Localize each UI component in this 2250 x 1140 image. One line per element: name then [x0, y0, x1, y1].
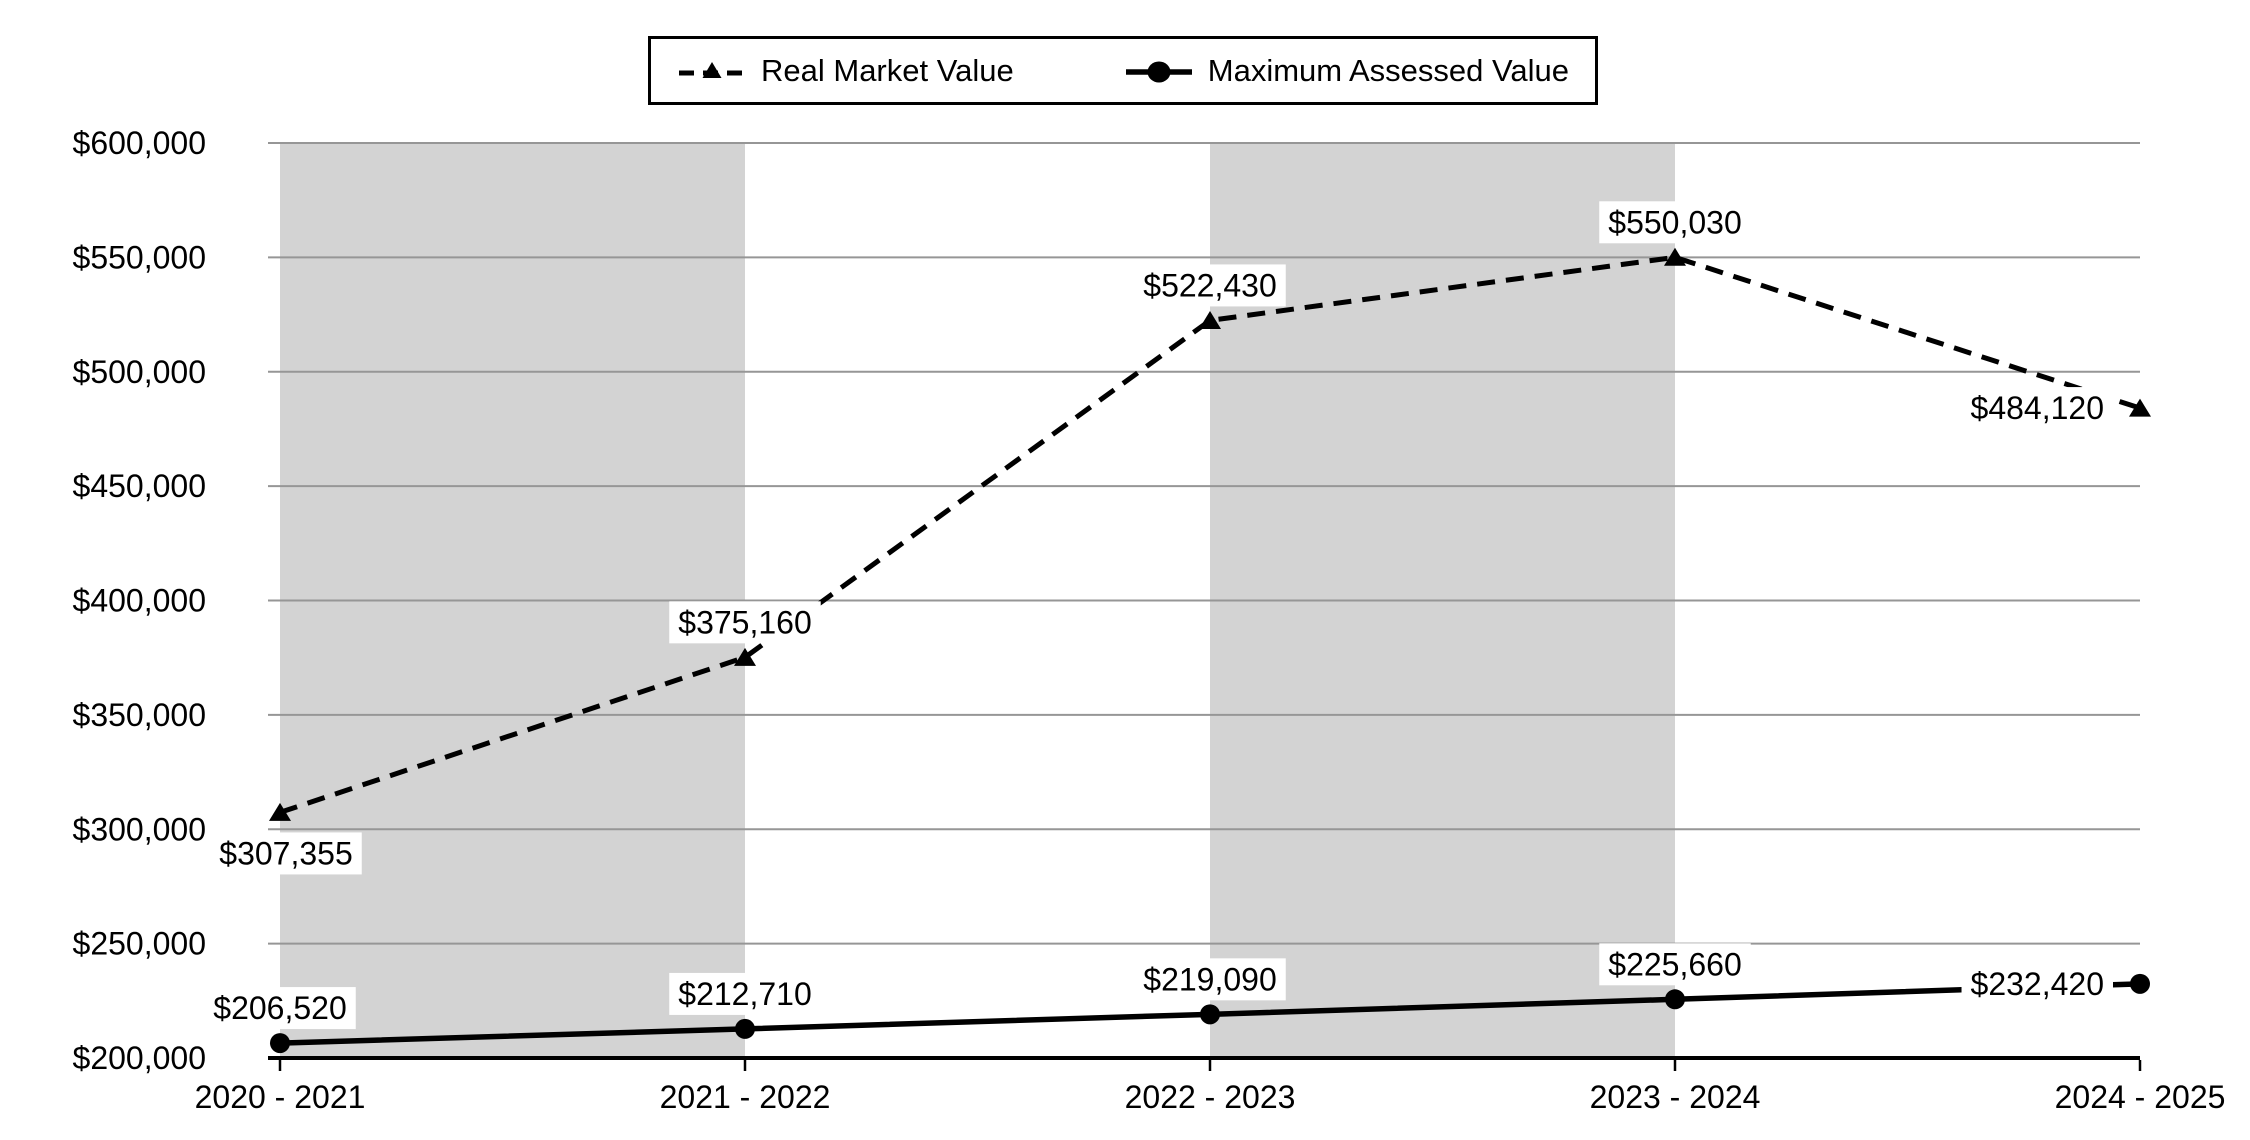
x-tick-label: 2020 - 2021 — [195, 1079, 366, 1115]
data-label: $232,420 — [1971, 966, 2104, 1002]
triangle-marker — [269, 802, 291, 821]
circle-marker — [735, 1018, 755, 1039]
legend-label-maximum-assessed-value: Maximum Assessed Value — [1207, 52, 1569, 88]
data-label-group: $522,430 — [1134, 264, 1286, 307]
data-label-group: $307,355 — [210, 832, 362, 875]
solid-line-circle-marker-icon — [1125, 61, 1192, 82]
data-label-bg — [1961, 962, 2113, 1005]
data-label: $522,430 — [1143, 267, 1276, 303]
data-label-group: $375,160 — [669, 601, 821, 644]
data-label: $206,520 — [213, 990, 346, 1026]
data-label-bg — [1134, 264, 1286, 307]
circle-marker — [1665, 989, 1685, 1010]
data-label-group: $232,420 — [1961, 962, 2113, 1005]
legend-item-real-market-value: Real Market Value — [677, 53, 1014, 89]
y-tick-label: $300,000 — [73, 811, 206, 847]
circle-marker — [2130, 973, 2150, 994]
triangle-marker — [2129, 398, 2151, 417]
data-label-bg — [1599, 943, 1751, 986]
data-label-bg — [669, 601, 821, 644]
legend-item-maximum-assessed-value: Maximum Assessed Value — [1124, 53, 1569, 89]
y-tick-label: $600,000 — [73, 125, 206, 161]
data-label: $219,090 — [1143, 961, 1276, 997]
dashed-line-triangle-marker-icon — [679, 61, 745, 78]
circle-marker — [270, 1033, 290, 1054]
chart-legend: Real Market Value Maximum Assessed Value — [648, 36, 1598, 105]
data-label-group: $212,710 — [669, 972, 821, 1015]
data-label-bg — [204, 987, 356, 1030]
y-tick-label: $500,000 — [73, 354, 206, 390]
circle-marker — [1200, 1004, 1220, 1025]
legend-label-real-market-value: Real Market Value — [761, 52, 1014, 88]
data-label-group: $225,660 — [1599, 943, 1751, 986]
data-label-bg — [1599, 201, 1751, 244]
series-line-real-market-value — [279, 254, 2141, 815]
triangle-marker — [734, 647, 756, 666]
data-label: $550,030 — [1608, 204, 1741, 240]
y-tick-label: $250,000 — [73, 926, 206, 962]
x-tick-label: 2024 - 2025 — [2055, 1079, 2226, 1115]
x-tick-label: 2022 - 2023 — [1125, 1079, 1296, 1115]
data-label-bg — [669, 972, 821, 1015]
triangle-marker — [1199, 310, 1221, 329]
data-label: $212,710 — [678, 976, 811, 1012]
x-tick-label: 2023 - 2024 — [1590, 1079, 1761, 1115]
data-label: $484,120 — [1971, 390, 2104, 426]
data-label-group: $206,520 — [204, 987, 356, 1030]
data-label-bg — [210, 832, 362, 875]
data-label: $375,160 — [678, 604, 811, 640]
data-label: $307,355 — [219, 835, 352, 871]
data-label-group: $219,090 — [1134, 958, 1286, 1001]
y-tick-label: $550,000 — [73, 239, 206, 275]
data-label-group: $484,120 — [1961, 387, 2113, 430]
y-tick-label: $200,000 — [73, 1040, 206, 1076]
data-label-bg — [1134, 958, 1286, 1001]
x-tick-label: 2021 - 2022 — [660, 1079, 831, 1115]
triangle-marker — [1664, 247, 1686, 266]
data-label-group: $550,030 — [1599, 201, 1751, 244]
y-tick-label: $350,000 — [73, 697, 206, 733]
y-tick-label: $400,000 — [73, 583, 206, 619]
data-label: $225,660 — [1608, 946, 1741, 982]
data-label-bg — [1961, 387, 2113, 430]
y-tick-label: $450,000 — [73, 468, 206, 504]
